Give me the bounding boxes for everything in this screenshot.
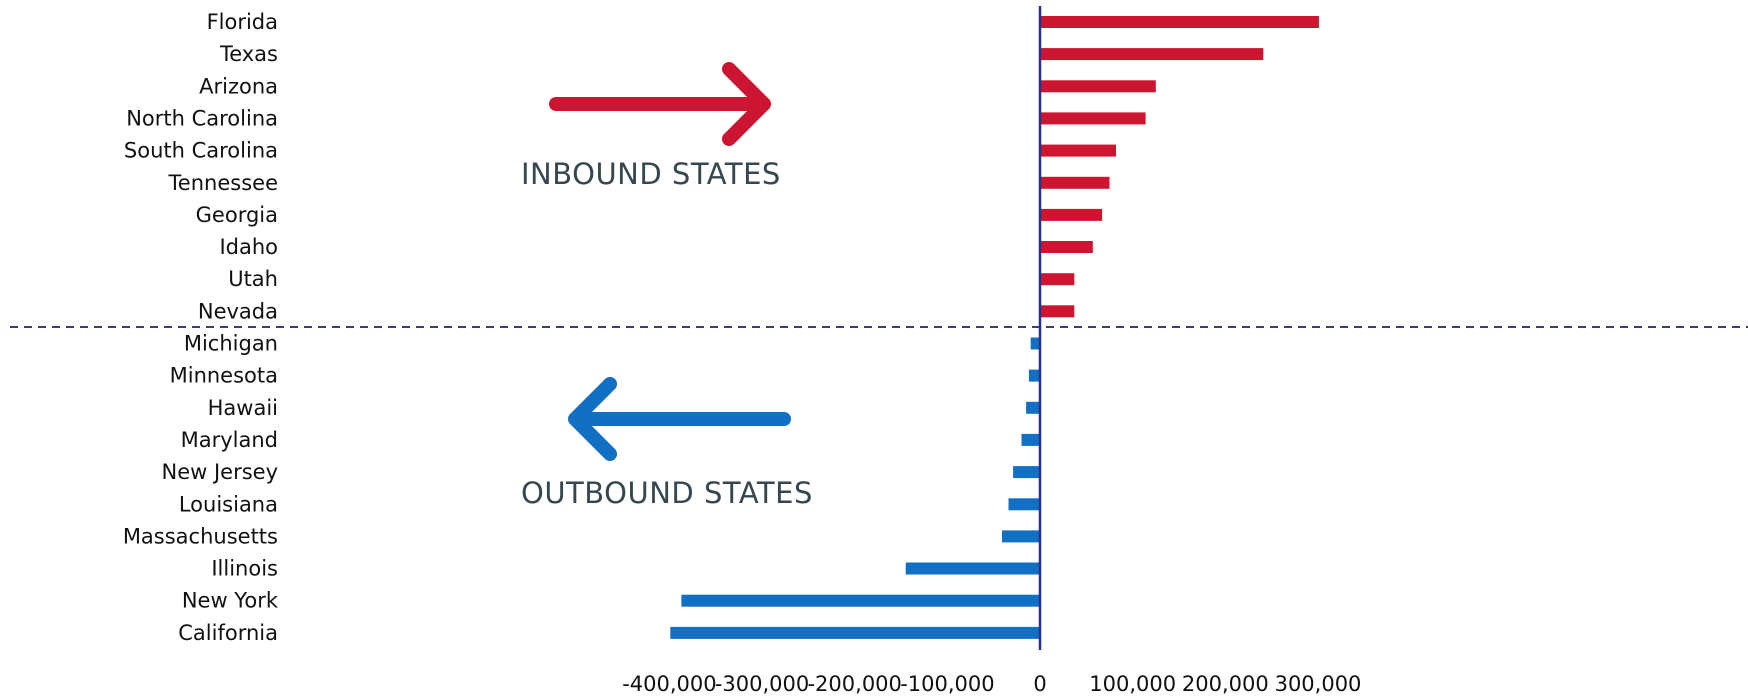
bar-maryland [1021,433,1040,446]
category-label-utah: Utah [228,267,278,291]
bar-minnesota [1028,369,1040,382]
bar-florida [1040,16,1319,28]
x-tick-label: -200,000 [807,672,901,696]
category-label-minnesota: Minnesota [170,364,278,388]
x-tick-label: -100,000 [900,672,994,696]
category-label-nevada: Nevada [198,299,278,323]
category-label-florida: Florida [207,10,278,34]
bar-utah [1040,273,1075,286]
category-label-louisiana: Louisiana [179,492,278,516]
bars-group [670,16,1319,639]
bar-tennessee [1040,176,1110,189]
category-label-california: California [178,621,278,645]
category-label-massachusetts: Massachusetts [123,524,278,548]
x-tick-label: -300,000 [715,672,809,696]
bar-texas [1040,48,1264,61]
category-label-texas: Texas [219,42,278,66]
x-tick-label: 0 [1033,672,1046,696]
category-label-south-carolina: South Carolina [124,139,278,163]
bar-georgia [1040,208,1103,221]
bar-arizona [1040,80,1156,93]
inbound-annotation: INBOUND STATES [521,62,781,191]
category-labels: Florida Texas Arizona North Carolina South C… [123,10,279,645]
bar-hawaii [1026,401,1040,414]
bar-idaho [1040,241,1093,253]
inbound-label: INBOUND STATES [521,157,781,191]
bar-new-york [681,594,1040,607]
outbound-annotation: OUTBOUND STATES [521,377,813,510]
category-label-illinois: Illinois [211,557,278,581]
category-label-maryland: Maryland [181,428,278,452]
category-label-hawaii: Hawaii [208,396,278,420]
bar-nevada [1040,305,1075,318]
x-tick-labels: -400,000-300,000-200,000-100,000 0 100,000… [622,672,1361,696]
x-tick-label: 200,000 [1182,672,1269,696]
category-label-new-york: New York [182,589,279,613]
bar-illinois [905,562,1040,575]
category-label-north-carolina: North Carolina [126,106,278,130]
category-label-michigan: Michigan [184,332,278,356]
x-tick-label: 100,000 [1089,672,1176,696]
bar-michigan [1030,337,1040,350]
bar-north-carolina [1040,112,1146,125]
left-arrow-icon [568,377,791,461]
category-label-idaho: Idaho [219,235,278,259]
category-label-new-jersey: New Jersey [161,460,278,484]
x-tick-label: 300,000 [1275,672,1362,696]
bar-new-jersey [1013,466,1040,479]
bar-louisiana [1008,498,1040,511]
x-tick-label: -400,000 [622,672,716,696]
category-label-tennessee: Tennessee [168,171,278,195]
bar-massachusetts [1002,530,1040,543]
bar-california [670,626,1040,639]
bar-south-carolina [1040,144,1116,157]
category-label-arizona: Arizona [199,74,278,98]
right-arrow-icon [549,62,771,146]
category-label-georgia: Georgia [196,203,278,227]
outbound-label: OUTBOUND STATES [521,476,813,510]
